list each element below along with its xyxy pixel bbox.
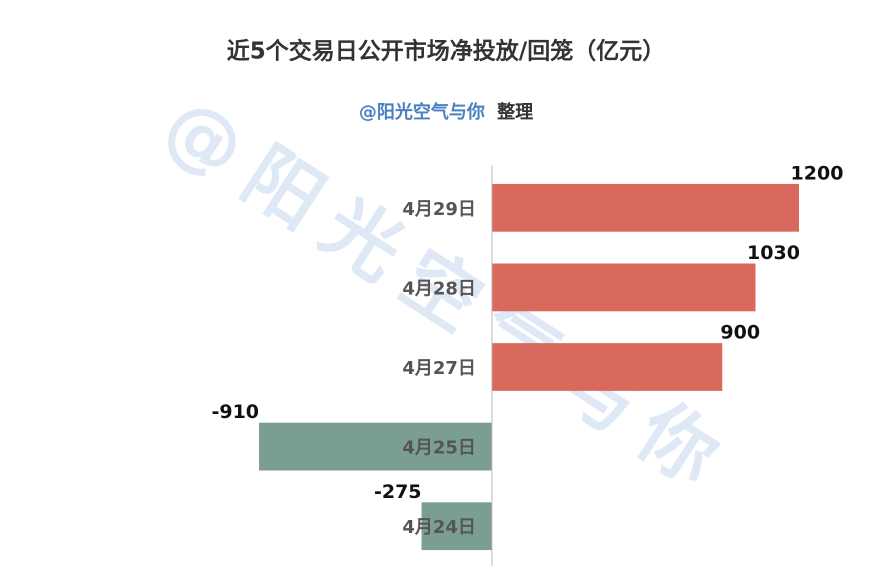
data-label: 1200 [791,162,844,184]
bar [491,263,756,312]
chart-title: 近5个交易日公开市场净投放/回笼（亿元） [227,38,665,65]
subtitle-suffix: 整理 [496,101,533,123]
bar [491,183,799,232]
y-tick-label: 4月24日 [402,517,476,538]
data-label: 900 [720,322,760,344]
chart-subtitle: @阳光空气与你 整理 [359,101,533,123]
subtitle-source: @阳光空气与你 [359,101,485,123]
y-tick-label: 4月28日 [402,278,476,299]
data-label: -275 [374,481,422,503]
y-tick-label: 4月27日 [402,358,476,379]
bar [259,422,492,471]
y-tick-label: 4月29日 [402,199,476,220]
data-label: -910 [211,401,259,423]
y-tick-label: 4月25日 [402,438,476,459]
bar [491,343,723,391]
data-label: 1030 [747,242,800,264]
bar [421,502,492,551]
